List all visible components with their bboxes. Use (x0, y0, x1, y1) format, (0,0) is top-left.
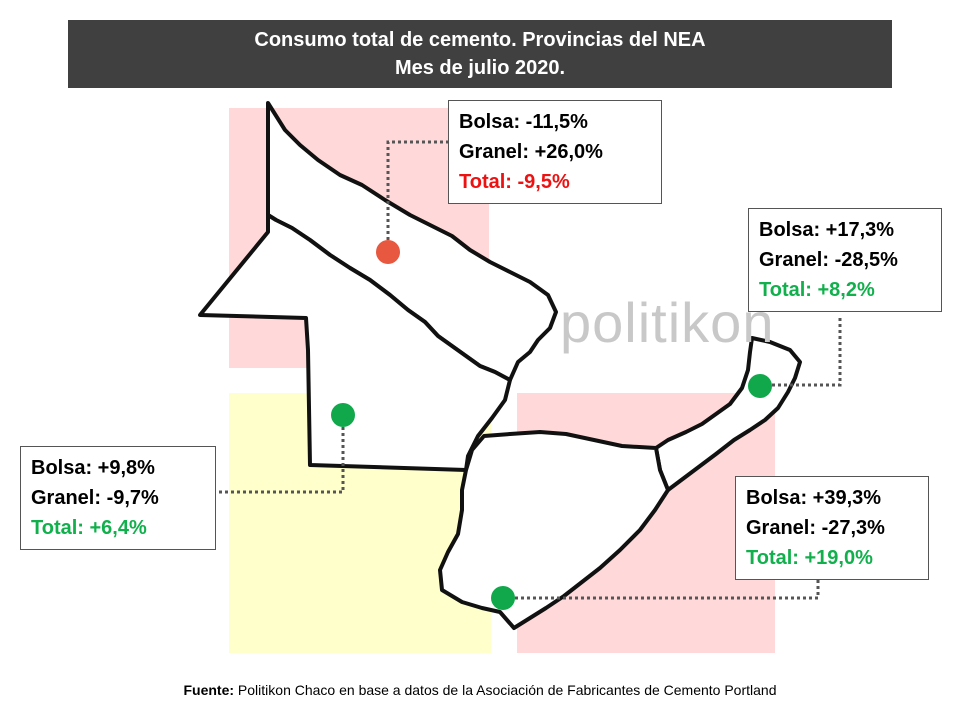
chaco-bolsa: Bolsa: +9,8% (31, 457, 155, 479)
source-text: Politikon Chaco en base a datos de la As… (234, 682, 777, 698)
connector-chaco (216, 415, 345, 494)
marker-misiones (748, 374, 772, 398)
title-line-1: Consumo total de cemento. Provincias del… (254, 29, 706, 51)
province-corrientes (438, 430, 670, 630)
source-label: Fuente: (183, 682, 235, 698)
misiones-total: Total: +8,2% (759, 279, 875, 301)
formosa-granel: Granel: +26,0% (459, 141, 603, 163)
marker-formosa (376, 240, 400, 264)
corrientes-bolsa: Bolsa: +39,3% (746, 487, 882, 509)
infobox-formosa: Bolsa: -11,5% Granel: +26,0% Total: -9,5… (448, 100, 662, 204)
title-line-2: Mes de julio 2020. (394, 57, 566, 79)
watermark: politikon (560, 291, 775, 354)
connector-corrientes (503, 574, 820, 600)
corrientes-total: Total: +19,0% (746, 547, 873, 569)
chaco-granel: Granel: -9,7% (31, 487, 159, 509)
formosa-bolsa: Bolsa: -11,5% (459, 111, 588, 133)
chaco-total: Total: +6,4% (31, 517, 147, 539)
misiones-granel: Granel: -28,5% (759, 249, 898, 271)
misiones-bolsa: Bolsa: +17,3% (759, 219, 895, 241)
corrientes-granel: Granel: -27,3% (746, 517, 885, 539)
marker-chaco (331, 403, 355, 427)
province-chaco (198, 213, 512, 472)
connector-misiones (760, 318, 842, 387)
source-note: Fuente: Politikon Chaco en base a datos … (0, 682, 960, 698)
infobox-misiones: Bolsa: +17,3% Granel: -28,5% Total: +8,2… (748, 208, 942, 312)
marker-corrientes (491, 586, 515, 610)
infobox-chaco: Bolsa: +9,8% Granel: -9,7% Total: +6,4% (20, 446, 216, 550)
connector-formosa (386, 140, 448, 252)
title-bar: Consumo total de cemento. Provincias del… (68, 20, 892, 88)
infobox-corrientes: Bolsa: +39,3% Granel: -27,3% Total: +19,… (735, 476, 929, 580)
formosa-total: Total: -9,5% (459, 171, 570, 193)
